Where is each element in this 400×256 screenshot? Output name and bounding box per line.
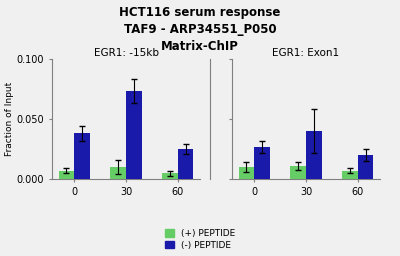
Bar: [110, 167, 126, 179]
Bar: [162, 173, 178, 179]
Y-axis label: Fraction of Input: Fraction of Input: [5, 82, 14, 156]
Bar: [342, 171, 358, 179]
Text: HCT116 serum response: HCT116 serum response: [119, 6, 281, 19]
Bar: [178, 149, 193, 179]
Text: Matrix-ChIP: Matrix-ChIP: [161, 40, 239, 53]
Bar: [306, 131, 322, 179]
Title: EGR1: -15kb: EGR1: -15kb: [94, 48, 158, 58]
Text: TAF9 - ARP34551_P050: TAF9 - ARP34551_P050: [124, 23, 276, 36]
Bar: [239, 167, 254, 179]
Bar: [74, 133, 90, 179]
Bar: [59, 171, 74, 179]
Title: EGR1: Exon1: EGR1: Exon1: [272, 48, 340, 58]
Legend: (+) PEPTIDE, (-) PEPTIDE: (+) PEPTIDE, (-) PEPTIDE: [163, 227, 237, 251]
Bar: [126, 91, 142, 179]
Bar: [254, 147, 270, 179]
Bar: [290, 166, 306, 179]
Bar: [358, 155, 373, 179]
